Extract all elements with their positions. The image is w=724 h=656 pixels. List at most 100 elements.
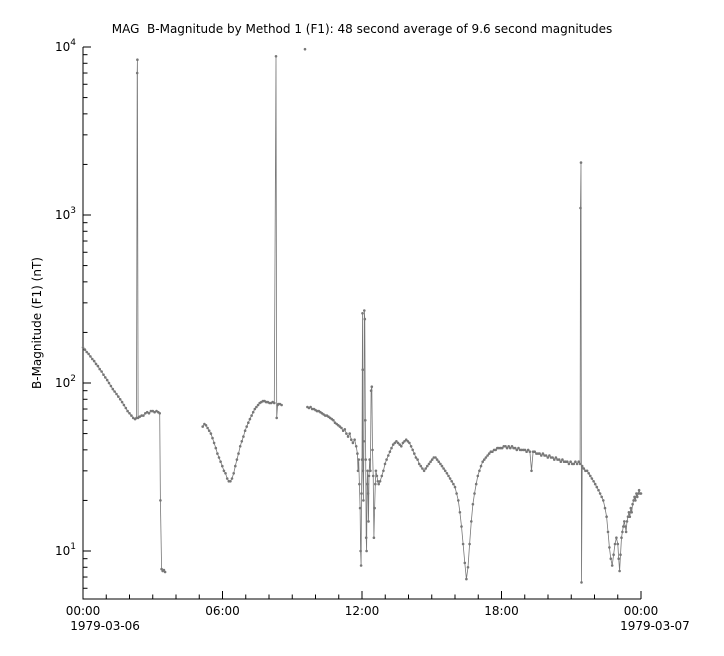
data-point bbox=[100, 370, 103, 373]
data-point bbox=[256, 403, 260, 407]
data-point bbox=[448, 477, 452, 480]
data-point bbox=[548, 454, 551, 457]
data-point bbox=[274, 55, 278, 58]
data-point bbox=[245, 425, 248, 428]
data-point bbox=[637, 488, 641, 492]
data-point bbox=[365, 549, 368, 553]
data-point bbox=[225, 477, 229, 480]
data-point bbox=[361, 469, 365, 473]
data-point bbox=[592, 480, 595, 483]
data-point bbox=[598, 492, 602, 495]
data-point bbox=[230, 477, 234, 480]
data-point bbox=[358, 482, 361, 486]
data-point bbox=[507, 445, 511, 448]
data-point bbox=[597, 488, 600, 492]
data-point bbox=[131, 416, 135, 420]
data-point bbox=[455, 492, 458, 495]
data-point bbox=[163, 570, 167, 574]
data-point bbox=[473, 492, 476, 495]
data-point bbox=[343, 428, 347, 431]
data-point bbox=[118, 398, 122, 401]
data-point bbox=[212, 441, 216, 445]
data-point bbox=[222, 469, 226, 473]
y-axis-label: B-Magnitude (F1) (nT) bbox=[30, 257, 44, 389]
data-point bbox=[435, 458, 439, 461]
data-point bbox=[636, 492, 640, 495]
data-point bbox=[575, 462, 579, 466]
data-point bbox=[620, 536, 623, 539]
data-point bbox=[595, 485, 599, 489]
data-point bbox=[616, 542, 620, 546]
data-point bbox=[636, 495, 639, 499]
data-point bbox=[628, 515, 632, 518]
data-point bbox=[515, 448, 519, 452]
data-point bbox=[600, 495, 603, 499]
data-point bbox=[404, 438, 408, 442]
data-point bbox=[89, 355, 92, 358]
data-point bbox=[104, 376, 107, 379]
data-point bbox=[360, 458, 364, 461]
data-point bbox=[364, 458, 368, 461]
data-point bbox=[533, 450, 536, 454]
data-point bbox=[452, 482, 455, 486]
series-line bbox=[202, 56, 282, 482]
data-point bbox=[234, 464, 237, 468]
data-point bbox=[401, 441, 405, 445]
data-point bbox=[357, 458, 361, 461]
data-point bbox=[224, 472, 227, 475]
data-point bbox=[98, 367, 101, 371]
data-point bbox=[554, 456, 558, 459]
data-point bbox=[81, 346, 85, 349]
data-point bbox=[398, 443, 402, 446]
data-point bbox=[486, 454, 489, 457]
data-point bbox=[505, 446, 509, 450]
data-point bbox=[426, 464, 429, 468]
data-point bbox=[359, 564, 363, 567]
data-point bbox=[235, 458, 239, 461]
data-point bbox=[577, 460, 580, 464]
data-point bbox=[138, 415, 141, 419]
data-point bbox=[541, 452, 545, 455]
data-point bbox=[610, 564, 614, 567]
data-point bbox=[557, 458, 561, 461]
data-point bbox=[526, 448, 530, 452]
data-point bbox=[538, 452, 541, 455]
data-point bbox=[413, 452, 416, 455]
data-point bbox=[211, 436, 214, 440]
data-point bbox=[207, 429, 211, 433]
data-point bbox=[369, 389, 373, 393]
data-point bbox=[627, 511, 631, 514]
data-point bbox=[408, 441, 411, 445]
data-point bbox=[303, 47, 307, 51]
data-point bbox=[465, 577, 468, 581]
x-axis-tick-labels: 00:00 06:00 12:00 18:00 00:00 bbox=[66, 604, 659, 618]
data-point bbox=[363, 309, 366, 312]
data-point bbox=[606, 530, 610, 534]
data-point bbox=[437, 460, 441, 464]
data-point bbox=[144, 412, 147, 415]
data-point bbox=[603, 506, 607, 510]
data-point bbox=[275, 416, 279, 420]
data-point bbox=[487, 452, 491, 455]
data-point bbox=[457, 499, 460, 502]
data-point bbox=[633, 495, 636, 499]
data-point bbox=[365, 482, 369, 486]
data-point bbox=[406, 440, 410, 443]
data-point bbox=[466, 566, 470, 569]
data-point bbox=[371, 474, 375, 478]
data-point bbox=[396, 441, 400, 445]
data-point bbox=[158, 412, 161, 415]
data-point bbox=[593, 482, 597, 486]
data-point bbox=[273, 401, 276, 405]
data-point bbox=[567, 462, 571, 466]
data-point bbox=[580, 581, 583, 584]
data-point bbox=[468, 542, 471, 546]
data-point bbox=[580, 464, 584, 468]
data-point bbox=[206, 426, 209, 430]
data-point bbox=[128, 412, 131, 415]
data-point bbox=[639, 492, 643, 495]
date-label: 1979-03-06 bbox=[70, 619, 140, 633]
data-series bbox=[81, 47, 643, 584]
data-point bbox=[460, 525, 463, 528]
